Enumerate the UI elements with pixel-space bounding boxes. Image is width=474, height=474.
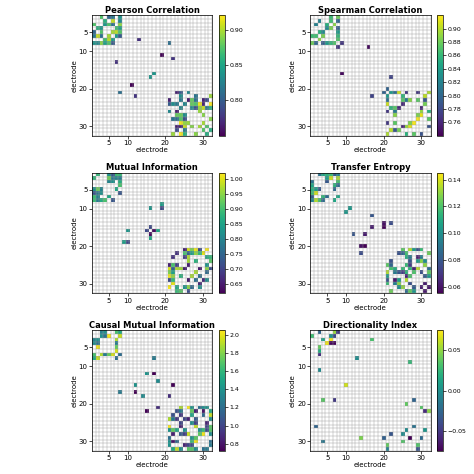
Y-axis label: electrode: electrode [290, 217, 296, 249]
Y-axis label: electrode: electrode [290, 59, 296, 92]
Y-axis label: electrode: electrode [290, 374, 296, 407]
Y-axis label: electrode: electrode [71, 217, 77, 249]
X-axis label: electrode: electrode [136, 463, 168, 468]
Title: Mutual Information: Mutual Information [106, 163, 198, 172]
X-axis label: electrode: electrode [136, 147, 168, 154]
Y-axis label: electrode: electrode [71, 59, 77, 92]
Title: Causal Mutual Information: Causal Mutual Information [89, 320, 215, 329]
X-axis label: electrode: electrode [354, 147, 387, 154]
X-axis label: electrode: electrode [354, 305, 387, 311]
X-axis label: electrode: electrode [354, 463, 387, 468]
Title: Spearman Correlation: Spearman Correlation [318, 6, 423, 15]
Title: Transfer Entropy: Transfer Entropy [331, 163, 410, 172]
Title: Directionality Index: Directionality Index [323, 320, 418, 329]
X-axis label: electrode: electrode [136, 305, 168, 311]
Y-axis label: electrode: electrode [71, 374, 77, 407]
Title: Pearson Correlation: Pearson Correlation [105, 6, 200, 15]
